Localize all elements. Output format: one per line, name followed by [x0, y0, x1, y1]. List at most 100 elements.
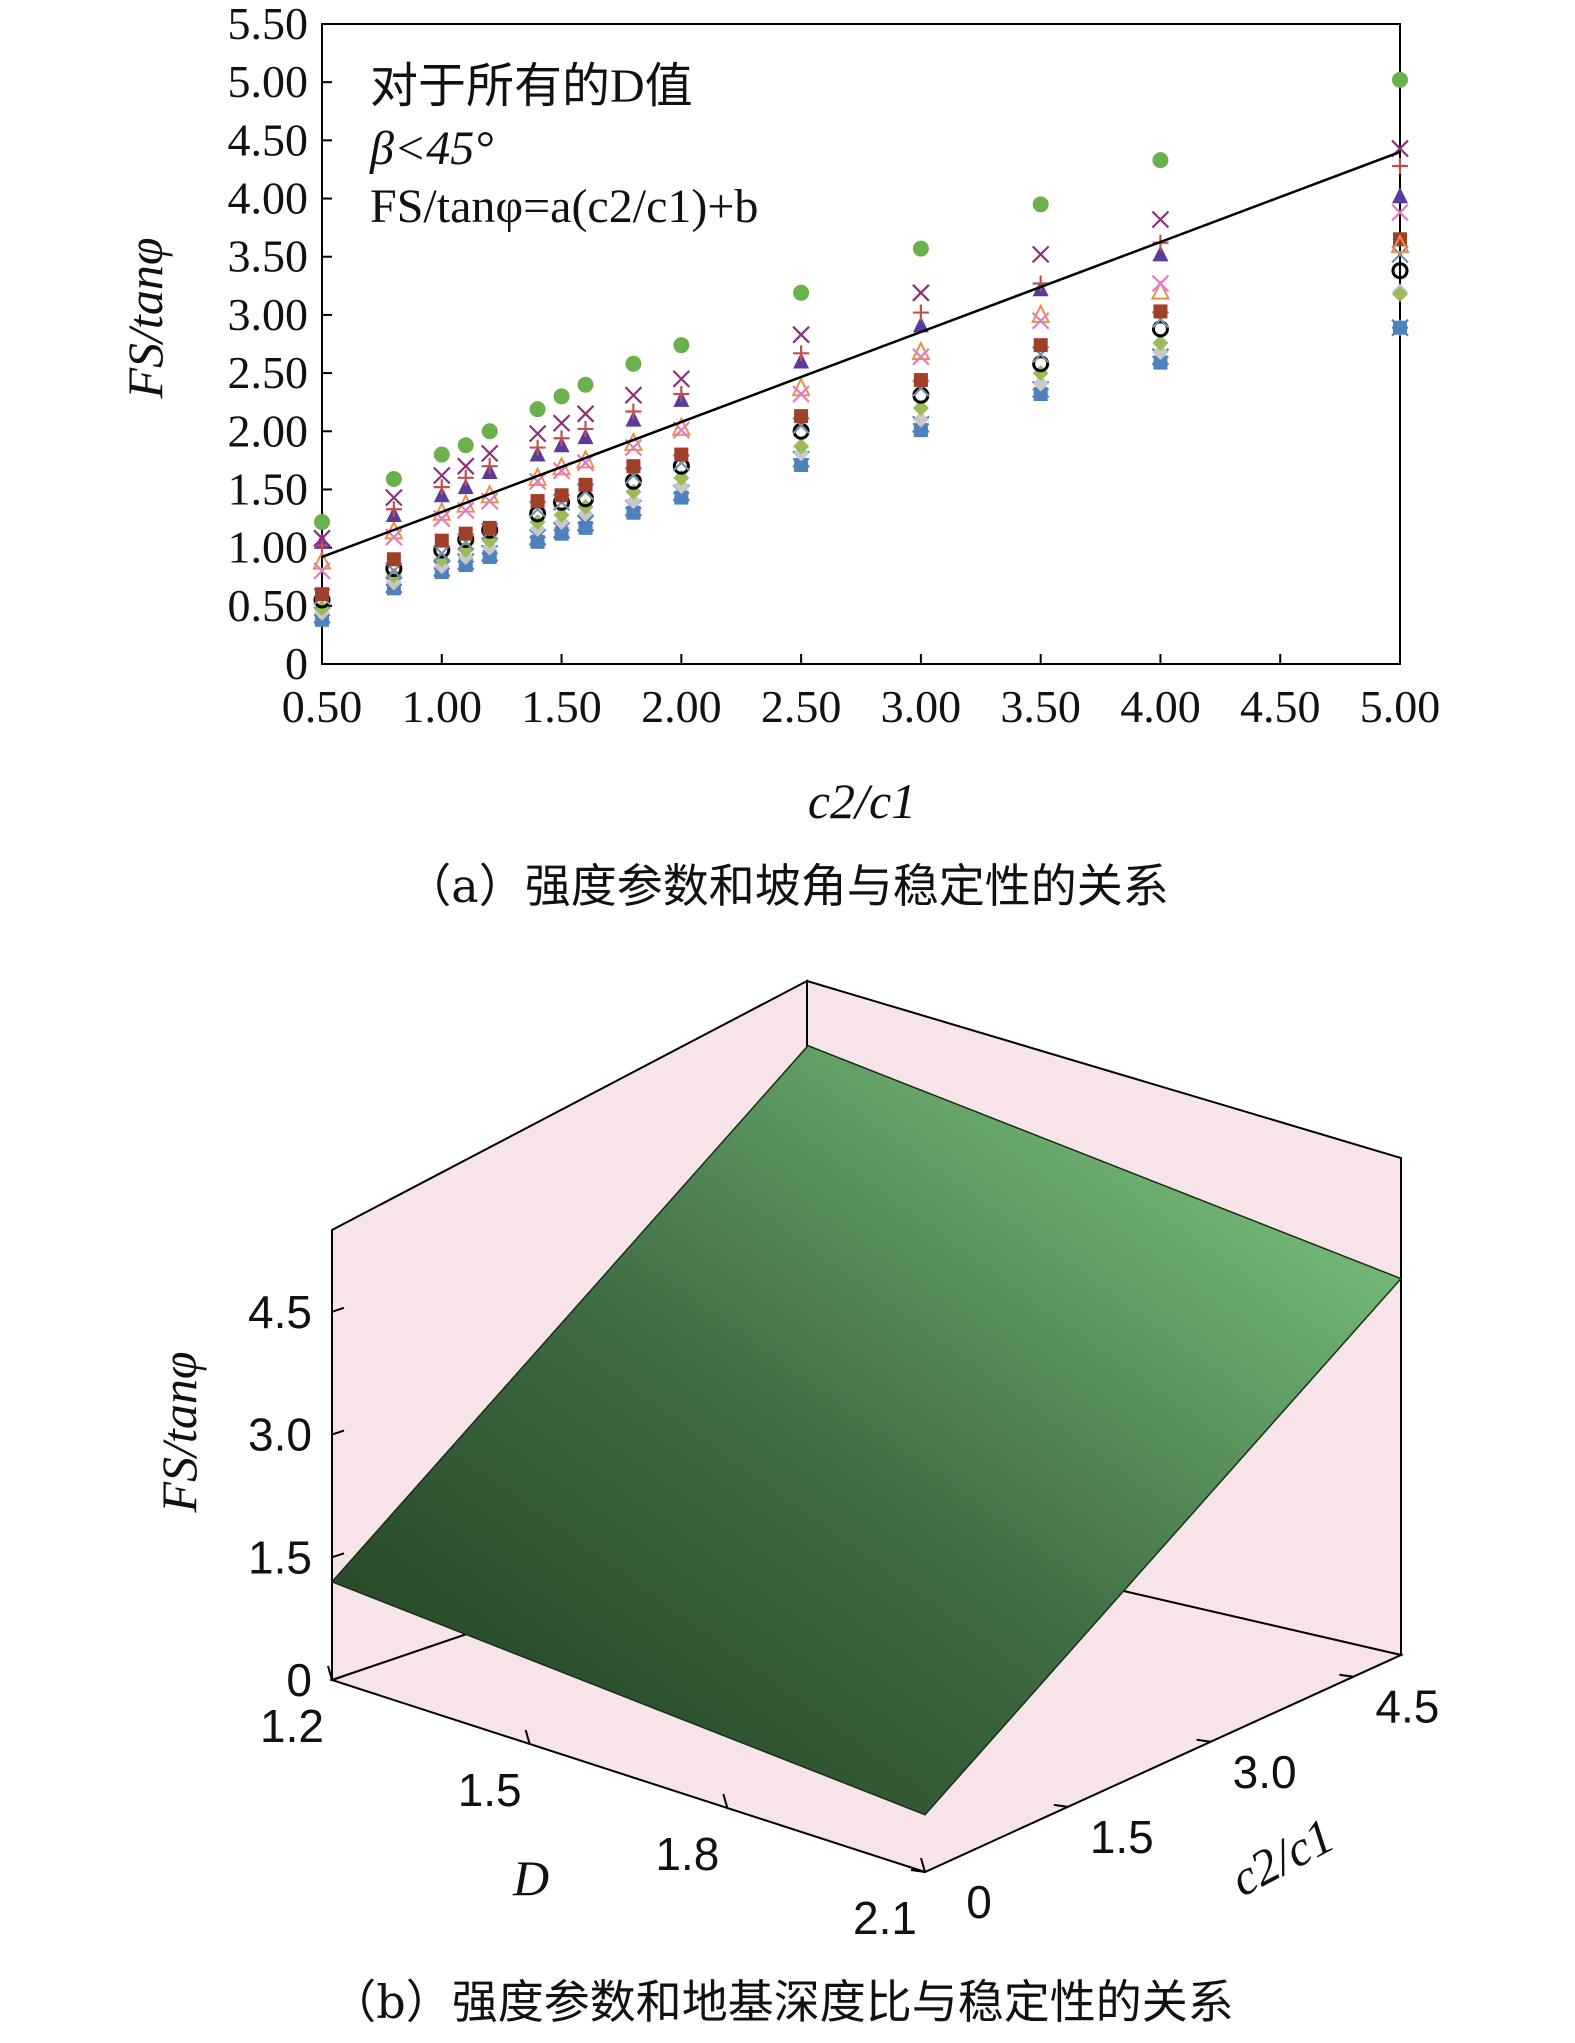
x-tick-label: 2.00 — [641, 681, 722, 732]
data-point-circle — [577, 376, 594, 393]
data-point-circle — [457, 437, 474, 454]
data-point-plus — [385, 501, 402, 518]
data-point-circle — [481, 423, 498, 440]
data-point-circle — [314, 514, 330, 531]
y-axis-ticks-a: 0 0.50 1.00 1.50 2.00 2.50 3.00 3.50 4.00 4.50 5.0… — [228, 0, 332, 689]
data-point-square — [1153, 304, 1168, 319]
x-tick-label: 3.00 — [881, 681, 962, 732]
data-point-square — [530, 534, 545, 549]
data-point-plus — [457, 469, 474, 486]
data-point-plus — [577, 420, 594, 437]
y-tick-label: 4.00 — [228, 173, 309, 224]
data-point-circle — [912, 240, 929, 257]
data-point-circle — [529, 401, 546, 418]
z-tick-mark — [331, 1675, 345, 1681]
y-tick-label: 2.50 — [228, 347, 309, 398]
data-point-square — [1153, 355, 1168, 370]
data-point-circle — [793, 284, 810, 301]
data-point-square — [626, 459, 641, 474]
response-surface — [330, 1044, 1403, 1816]
d-tick-mark — [524, 1729, 531, 1745]
data-point-cross — [552, 414, 571, 432]
data-point-cross — [385, 488, 403, 507]
data-point-cross — [480, 444, 499, 463]
data-point-diamond — [1152, 334, 1169, 351]
x-axis-label-a: c2/c1 — [808, 773, 916, 829]
data-point-open-triangle — [1150, 280, 1171, 300]
x-tick-label: 1.50 — [521, 681, 602, 732]
y-tick-label: 3.50 — [228, 231, 309, 282]
data-point-cross — [792, 385, 810, 403]
data-point-diamond — [793, 438, 810, 455]
data-point-square — [554, 526, 569, 541]
data-point-open-triangle — [1390, 233, 1410, 254]
data-point-diamond — [673, 469, 690, 486]
data-point-diamond — [1152, 344, 1169, 361]
data-point-plus — [529, 439, 546, 456]
data-point-cross — [1031, 311, 1050, 330]
data-point-circle — [385, 470, 402, 487]
data-point-diamond — [673, 477, 690, 494]
y-tick-label: 0 — [285, 638, 308, 689]
y-tick-label: 1.00 — [228, 522, 309, 573]
data-point-plus — [553, 430, 570, 447]
z-tick-label: 3.0 — [248, 1409, 312, 1461]
data-point-cross — [456, 457, 475, 475]
chart-b: 0 1.5 3.0 4.5 1.2 1.5 1.8 2.1 0 1.5 3.0 4.5 FS/ta… — [151, 979, 1439, 2029]
data-point-square — [1033, 387, 1048, 402]
data-point-cross — [1151, 210, 1170, 229]
d-tick-mark — [327, 1665, 333, 1681]
data-point-square — [315, 587, 329, 602]
data-point-plus — [1392, 157, 1408, 174]
data-point-square — [794, 409, 809, 424]
data-point-cross — [1151, 274, 1170, 293]
c-tick-mark — [1196, 1738, 1211, 1743]
data-point-diamond — [1392, 285, 1408, 302]
data-point-square — [482, 520, 497, 535]
data-point-cross — [433, 544, 451, 563]
data-point-cross — [1391, 245, 1409, 264]
data-point-cross — [912, 284, 930, 302]
y-tick-label: 5.50 — [228, 0, 309, 49]
data-point-square — [386, 552, 401, 567]
plot-area-a — [321, 23, 1401, 665]
data-point-cross — [313, 562, 331, 580]
data-point-circle — [1032, 196, 1049, 213]
data-point-triangle — [1152, 245, 1169, 262]
c-tick-mark — [1339, 1673, 1354, 1678]
c-tick-label: 3.0 — [1233, 1746, 1297, 1798]
data-point-plus — [1032, 275, 1049, 292]
data-point-cross — [576, 405, 595, 423]
y-tick-label: 2.00 — [228, 405, 309, 456]
data-point-cross — [1391, 203, 1409, 222]
data-point-square — [458, 558, 473, 573]
data-point-cross — [912, 348, 930, 366]
chart-a: 00.501.001.502.002.503.003.504.004.505.0… — [117, 0, 1440, 913]
z-tick-label: 0 — [286, 1654, 312, 1706]
data-point-diamond — [553, 507, 570, 524]
data-point-plus — [625, 403, 642, 420]
data-point-square — [458, 526, 473, 541]
data-point-square — [1033, 338, 1048, 353]
z-tick-mark — [331, 1552, 345, 1559]
y-tick-label: 3.00 — [228, 289, 309, 340]
data-point-diamond — [912, 400, 929, 416]
d-axis-ticks-b: 1.2 1.5 1.8 2.1 — [260, 1665, 926, 1944]
data-point-open-triangle — [312, 550, 332, 570]
data-point-cross — [313, 529, 331, 548]
caption-b: （b）强度参数和地基深度比与稳定性的关系 — [330, 1975, 1233, 2029]
data-point-cross — [792, 325, 810, 344]
c-tick-label: 4.5 — [1375, 1681, 1439, 1733]
d-axis-label-b: D — [512, 1850, 549, 1906]
data-point-square — [434, 533, 449, 548]
data-point-triangle — [457, 478, 474, 495]
data-point-plus — [314, 537, 330, 554]
data-point-cross — [672, 370, 691, 388]
data-point-open-circle — [1032, 355, 1050, 373]
data-point-circle — [553, 388, 570, 405]
data-point-circle — [1152, 152, 1169, 169]
y-tick-label: 1.50 — [228, 463, 309, 514]
data-point-cross — [624, 386, 643, 404]
z-tick-label: 1.5 — [248, 1531, 312, 1583]
c-tick-mark — [910, 1869, 926, 1873]
